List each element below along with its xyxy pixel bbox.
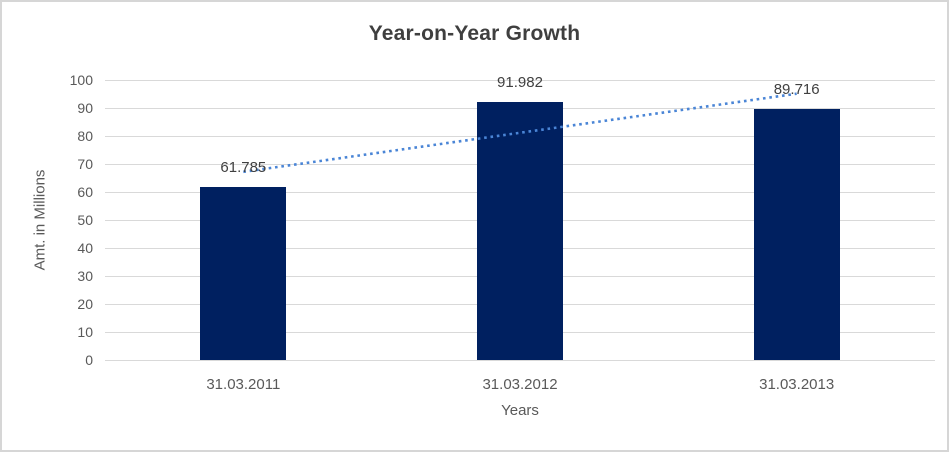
- gridline: [105, 360, 935, 361]
- bar-31.03.2011[interactable]: [200, 187, 287, 360]
- data-label: 91.982: [497, 74, 543, 92]
- trendline[interactable]: [243, 92, 797, 174]
- x-axis-category-label: 31.03.2013: [759, 376, 835, 393]
- x-axis-category-label: 31.03.2011: [206, 376, 281, 393]
- y-axis-tick-label: 30: [77, 268, 93, 284]
- data-label: 89.716: [773, 80, 820, 98]
- y-axis-tick-label: 50: [77, 212, 93, 228]
- gridline: [105, 80, 935, 81]
- y-axis-tick-label: 70: [77, 156, 93, 172]
- y-axis-tick-label: 90: [77, 100, 93, 116]
- y-axis-tick-label: 40: [77, 240, 93, 256]
- bar-31.03.2012[interactable]: [477, 102, 563, 360]
- chart-title: Year-on-Year Growth: [368, 22, 581, 45]
- plot-area: 0 10 20 30 40 50 60 70 80 90 100 61.785 91.982 89.716…: [70, 73, 935, 393]
- y-axis-tick-label: 100: [69, 72, 93, 88]
- y-axis-tick-label: 80: [77, 128, 93, 144]
- y-axis-tick-label: 20: [77, 296, 93, 312]
- y-axis-tick-label: 10: [77, 324, 93, 340]
- x-axis-category-label: 31.03.2012: [482, 376, 558, 393]
- data-label: 61.785: [220, 159, 267, 176]
- x-axis-title: Years: [501, 402, 539, 419]
- y-axis-tick-label: 0: [85, 352, 93, 368]
- bar-31.03.2013[interactable]: [753, 108, 840, 360]
- y-axis-tick-label: 60: [77, 184, 93, 200]
